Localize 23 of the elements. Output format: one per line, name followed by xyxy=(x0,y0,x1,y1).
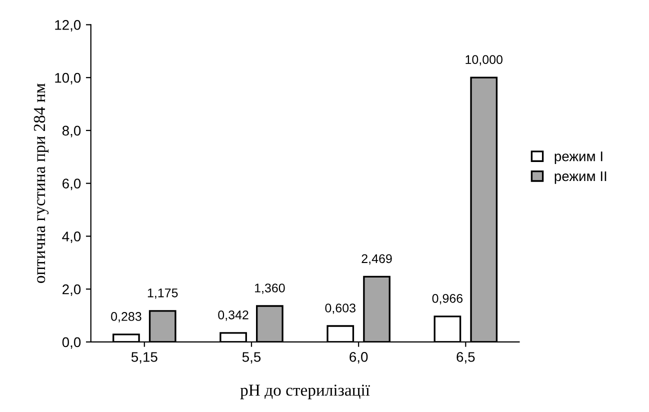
data-label: 2,469 xyxy=(362,254,392,265)
data-label: 0,966 xyxy=(432,294,463,304)
data-label: 1,360 xyxy=(255,284,285,294)
y-tick-label: 10,0 xyxy=(55,72,81,84)
data-label: 0,283 xyxy=(111,312,142,322)
data-label: 1,175 xyxy=(148,288,178,299)
x-axis-title: pH до стерилізації xyxy=(240,384,370,400)
legend-label: режим II xyxy=(554,171,606,184)
legend-label: режим I xyxy=(554,152,602,164)
data-label: 10,000 xyxy=(466,55,502,66)
y-tick-label: 4,0 xyxy=(62,232,81,244)
x-tick-label: 6,5 xyxy=(456,352,475,364)
y-tick-label: 12,0 xyxy=(55,20,81,32)
y-tick-label: 6,0 xyxy=(62,178,81,190)
x-tick-label: 5,15 xyxy=(131,352,158,364)
y-tick-label: 8,0 xyxy=(62,126,81,138)
data-label: 0,603 xyxy=(325,304,356,314)
y-tick-label: 2,0 xyxy=(62,284,81,296)
data-label: 0,342 xyxy=(218,310,248,321)
y-axis-title: оптична густина при 284 нм xyxy=(34,83,49,283)
x-tick-label: 5,5 xyxy=(242,352,261,364)
x-tick-label: 6,0 xyxy=(350,352,368,364)
y-tick-label: 0,0 xyxy=(62,337,81,349)
